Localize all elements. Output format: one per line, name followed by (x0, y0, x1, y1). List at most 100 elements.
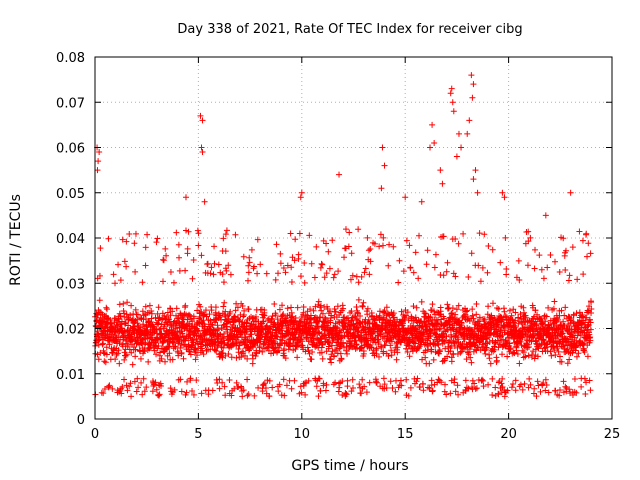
data-point (373, 345, 380, 352)
data-point (510, 306, 517, 313)
data-point (455, 130, 462, 137)
data-point (156, 391, 163, 398)
data-point (100, 390, 107, 397)
data-point (177, 333, 184, 340)
data-point (583, 314, 590, 321)
data-point (120, 300, 127, 307)
data-point (394, 349, 401, 356)
data-point (389, 384, 396, 391)
data-point (341, 254, 348, 261)
data-point (465, 274, 472, 281)
data-point (371, 240, 378, 247)
data-point (272, 312, 279, 319)
data-point (453, 306, 460, 313)
data-point (194, 227, 201, 234)
data-point (302, 348, 309, 355)
data-point (526, 375, 533, 382)
data-point (302, 391, 309, 398)
data-point (183, 227, 190, 234)
data-point (186, 348, 193, 355)
data-point (473, 311, 480, 318)
data-point (154, 235, 161, 242)
data-point (156, 326, 163, 333)
data-point (479, 264, 486, 271)
data-point (524, 262, 531, 269)
data-point (402, 194, 409, 201)
data-point (103, 319, 110, 326)
data-point (376, 353, 383, 360)
data-point (586, 316, 593, 323)
data-point (429, 121, 436, 128)
data-point (216, 312, 223, 319)
data-point (119, 236, 126, 243)
data-point (396, 257, 403, 264)
data-point (161, 312, 168, 319)
data-point (480, 377, 487, 384)
data-point (588, 306, 595, 313)
data-point (439, 331, 446, 338)
data-point (413, 304, 420, 311)
data-point (119, 384, 126, 391)
data-point (135, 384, 142, 391)
data-point (482, 340, 489, 347)
data-point (394, 344, 401, 351)
data-point (333, 346, 340, 353)
data-point (495, 391, 502, 398)
data-point (169, 308, 176, 315)
data-point (487, 360, 494, 367)
data-point (198, 308, 205, 315)
data-point (447, 90, 454, 97)
data-point (308, 322, 315, 329)
data-point (171, 343, 178, 350)
data-point (470, 81, 477, 88)
data-point (137, 355, 144, 362)
data-point (262, 384, 269, 391)
data-point (142, 244, 149, 251)
data-point (134, 311, 141, 318)
data-point (551, 347, 558, 354)
data-point (485, 381, 492, 388)
data-point (295, 251, 302, 258)
data-point (345, 243, 352, 250)
data-point (525, 238, 532, 245)
data-point (566, 356, 573, 363)
data-point (143, 384, 150, 391)
data-point (166, 343, 173, 350)
data-point (531, 385, 538, 392)
data-point (234, 333, 241, 340)
data-point (473, 385, 480, 392)
data-point (175, 352, 182, 359)
data-point (271, 301, 278, 308)
data-point (504, 339, 511, 346)
data-point (161, 323, 168, 330)
data-point (325, 248, 332, 255)
data-point (105, 235, 112, 242)
data-point (567, 189, 574, 196)
data-point (398, 339, 405, 346)
data-point (522, 314, 529, 321)
data-point (282, 355, 289, 362)
data-point (317, 314, 324, 321)
data-point (220, 279, 227, 286)
data-point (348, 250, 355, 257)
data-point (434, 320, 441, 327)
data-point (542, 387, 549, 394)
data-point (323, 270, 330, 277)
data-point (225, 262, 232, 269)
data-point (436, 348, 443, 355)
data-point (521, 380, 528, 387)
data-point (537, 388, 544, 395)
data-point (388, 338, 395, 345)
data-point (476, 230, 483, 237)
data-point (489, 300, 496, 307)
data-point (146, 302, 153, 309)
data-point (365, 316, 372, 323)
data-point (460, 230, 467, 237)
data-point (566, 386, 573, 393)
data-point (196, 313, 203, 320)
data-point (212, 347, 219, 354)
data-point (159, 278, 166, 285)
data-point (184, 378, 191, 385)
data-point (335, 268, 342, 275)
